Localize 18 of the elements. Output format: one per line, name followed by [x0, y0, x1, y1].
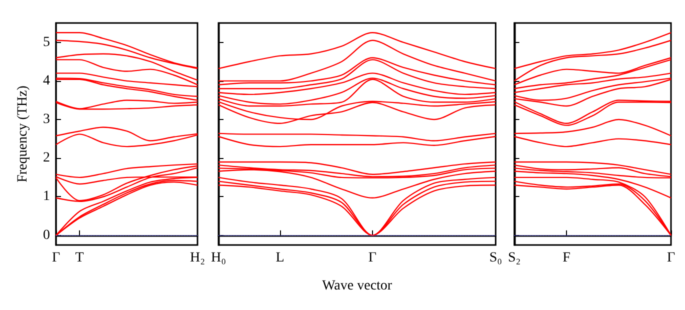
y-tick-label: 3 [43, 112, 50, 128]
x-tick-label: Γ [52, 250, 60, 266]
x-tick-label: Γ [666, 250, 676, 266]
x-tick-label: L [276, 250, 284, 266]
x-tick-label: T [75, 250, 84, 266]
y-tick-label: 5 [43, 34, 50, 50]
x-tick-label: S₀ [489, 250, 502, 266]
y-tick-label: 2 [43, 150, 50, 166]
x-tick-label: S₂ [508, 250, 521, 266]
y-tick-label: 0 [43, 228, 50, 243]
x-tick-label: H₂ [190, 250, 206, 266]
x-axis-title: Wave vector [322, 278, 392, 294]
y-tick-label: 1 [43, 189, 50, 204]
y-axis-title: Frequency (THz) [16, 85, 30, 182]
y-tick-label: 4 [43, 73, 50, 88]
x-tick-label: H₀ [210, 250, 226, 266]
x-tick-label: F [562, 250, 571, 266]
x-tick-label: Γ [368, 250, 377, 266]
